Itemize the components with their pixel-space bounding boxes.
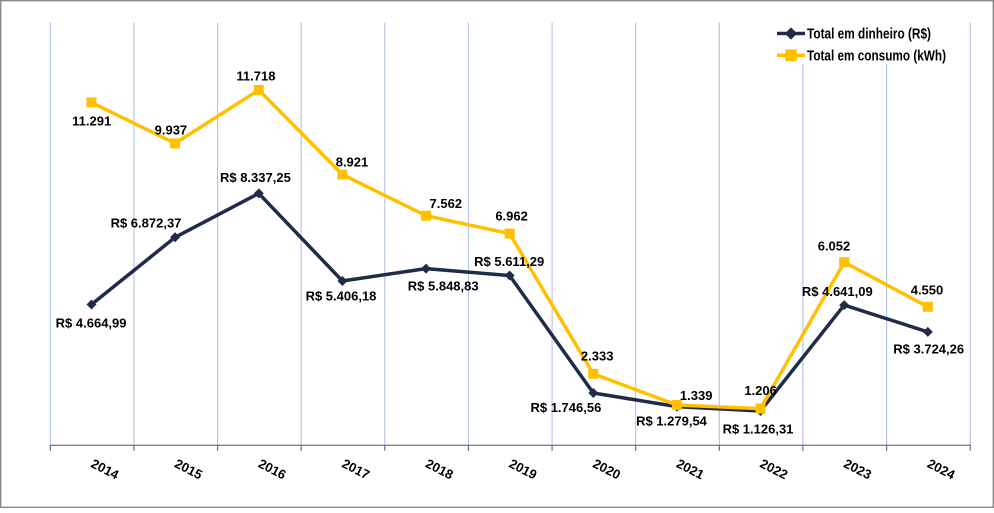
svg-text:R$ 1.746,56: R$ 1.746,56	[530, 400, 601, 415]
svg-text:11.291: 11.291	[72, 113, 111, 128]
svg-text:4.550: 4.550	[911, 283, 944, 298]
svg-text:9.937: 9.937	[155, 123, 188, 138]
svg-text:R$ 5.611,29: R$ 5.611,29	[474, 254, 544, 269]
svg-text:Total em dinheiro (R$): Total em dinheiro (R$)	[807, 26, 931, 43]
svg-text:2.333: 2.333	[581, 349, 614, 364]
svg-text:R$ 1.126,31: R$ 1.126,31	[723, 421, 794, 436]
svg-text:6.962: 6.962	[495, 209, 528, 224]
svg-text:6.052: 6.052	[818, 238, 851, 253]
svg-text:R$ 3.724,26: R$ 3.724,26	[893, 342, 964, 357]
svg-text:8.921: 8.921	[336, 155, 369, 170]
svg-text:11.718: 11.718	[236, 69, 275, 84]
svg-text:7.562: 7.562	[430, 196, 463, 211]
svg-text:R$ 5.848,83: R$ 5.848,83	[408, 279, 479, 294]
svg-text:R$ 4.641,09: R$ 4.641,09	[802, 284, 873, 299]
svg-text:1.339: 1.339	[680, 388, 713, 403]
svg-text:Total em consumo (kWh): Total em consumo (kWh)	[807, 47, 946, 64]
svg-text:R$ 8.337,25: R$ 8.337,25	[220, 170, 291, 185]
svg-text:R$ 4.664,99: R$ 4.664,99	[56, 315, 127, 330]
svg-text:R$ 6.872,37: R$ 6.872,37	[111, 216, 182, 231]
svg-text:R$ 1.279,54: R$ 1.279,54	[636, 414, 708, 429]
svg-text:R$ 5.406,18: R$ 5.406,18	[306, 289, 377, 304]
svg-text:1.206: 1.206	[744, 383, 777, 398]
